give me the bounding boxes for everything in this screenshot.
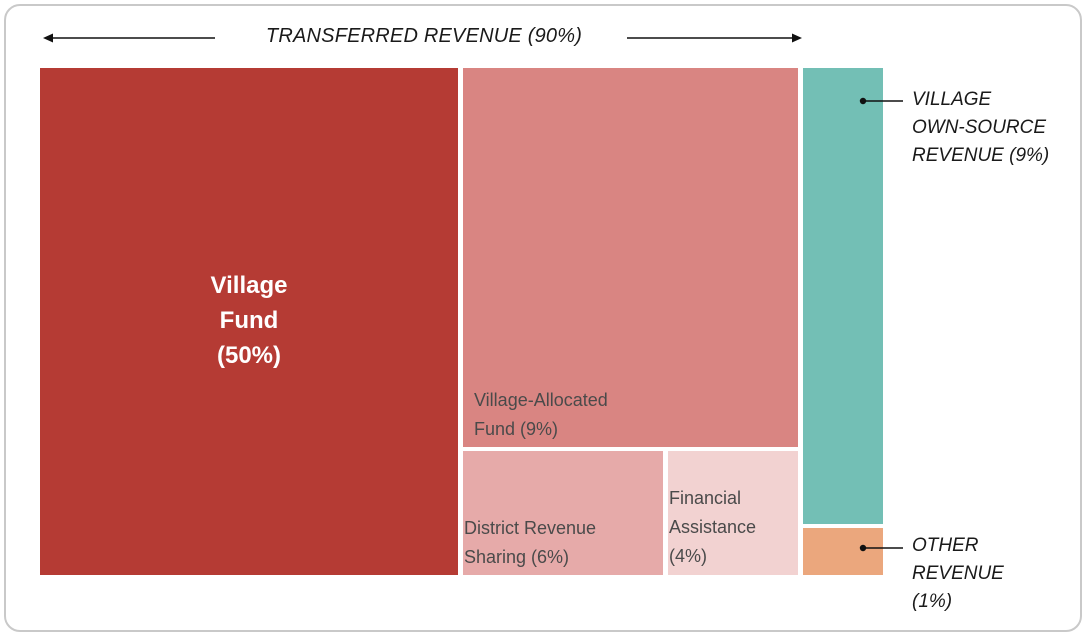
label-own-source-line-1: VILLAGE: [912, 89, 992, 110]
label-other-revenue: OTHER REVENUE (1%): [912, 532, 1004, 616]
right-arrow-head: [792, 33, 802, 43]
tile-district-revenue-sharing: [463, 451, 663, 575]
label-financial-line-2: Assistance: [669, 517, 757, 537]
label-financial-assistance: Financial Assistance (4%): [669, 484, 756, 571]
label-own-source-line-3: REVENUE (9%): [912, 145, 1050, 166]
label-financial-line-1: Financial: [669, 488, 742, 508]
label-village-allocated-line-2: Fund (9%): [474, 419, 559, 439]
label-other-line-2: REVENUE: [912, 563, 1004, 584]
label-village-allocated-line-1: Village-Allocated: [474, 390, 608, 410]
chart-frame: [4, 4, 1082, 632]
label-village-allocated-fund: Village-Allocated Fund (9%): [474, 386, 608, 444]
label-financial-line-3: (4%): [669, 546, 708, 566]
label-village-fund-line-2: Fund: [219, 307, 279, 334]
left-arrow-head: [43, 33, 53, 43]
tile-village-own-source-revenue: [803, 68, 883, 524]
tile-financial-assistance: [668, 451, 798, 575]
label-village-own-source-revenue: VILLAGE OWN-SOURCE REVENUE (9%): [912, 86, 1049, 170]
label-other-line-1: OTHER: [912, 535, 979, 556]
label-district-revenue-sharing: District Revenue Sharing (6%): [464, 514, 596, 572]
tile-other-revenue: [803, 528, 883, 575]
label-village-fund-line-1: Village: [210, 272, 288, 299]
other-leader-dot: [859, 544, 867, 552]
label-district-line-2: Sharing (6%): [464, 547, 570, 567]
label-other-line-3: (1%): [912, 591, 953, 612]
label-district-line-1: District Revenue: [464, 518, 597, 538]
own-source-leader-dot: [859, 97, 867, 105]
label-village-fund-line-3: (50%): [216, 342, 282, 369]
tile-village-fund: [40, 68, 458, 575]
label-village-fund: Village Fund (50%): [40, 268, 458, 373]
transferred-revenue-header: TRANSFERRED REVENUE (90%): [265, 25, 583, 47]
label-own-source-line-2: OWN-SOURCE: [912, 117, 1047, 138]
tile-village-allocated-fund: [463, 68, 798, 447]
